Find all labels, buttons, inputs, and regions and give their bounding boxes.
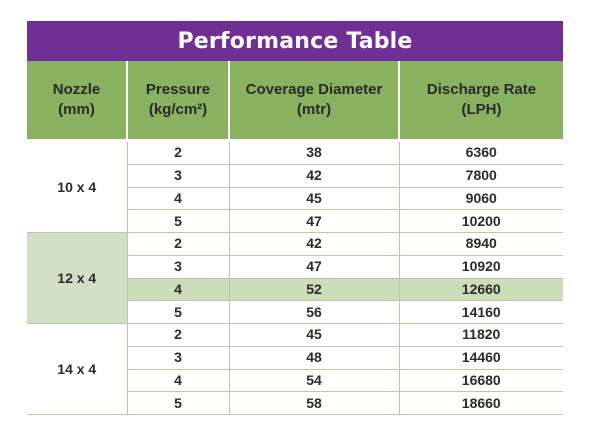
discharge-cell: 7800	[398, 164, 563, 188]
table-row: 3 47 10920	[27, 255, 563, 279]
coverage-cell: 38	[228, 140, 399, 165]
table-title: Performance Table	[27, 21, 563, 61]
table-row: 12 x 4 2 42 8940	[27, 232, 563, 324]
coverage-cell: 45	[228, 187, 399, 211]
pressure-cell: 5	[126, 391, 229, 415]
header-coverage: Coverage Diameter (mtr)	[228, 61, 399, 141]
table-row: 5 47 10200	[27, 209, 563, 233]
header-pressure: Pressure (kg/cm²)	[126, 61, 229, 141]
pressure-cell: 2	[126, 140, 229, 165]
header-discharge-label: Discharge Rate	[426, 81, 537, 98]
discharge-cell: 18660	[398, 391, 563, 415]
performance-table: Nozzle (mm) Pressure (kg/cm²) Coverage D…	[27, 61, 563, 415]
discharge-cell: 6360	[398, 140, 563, 165]
table-row: 4 45 9060	[27, 187, 563, 211]
coverage-cell: 45	[228, 323, 399, 347]
pressure-cell: 5	[126, 209, 229, 233]
pressure-cell: 4	[126, 187, 229, 211]
table-row: 3 42 7800	[27, 164, 563, 188]
header-row: Nozzle (mm) Pressure (kg/cm²) Coverage D…	[27, 61, 563, 141]
coverage-cell: 47	[228, 255, 399, 279]
nozzle-cell: 10 x 4	[27, 140, 127, 233]
table-row: 4 54 16680	[27, 369, 563, 393]
pressure-cell: 3	[126, 346, 229, 370]
header-pressure-label: Pressure	[145, 81, 211, 98]
coverage-cell: 48	[228, 346, 399, 370]
coverage-cell: 56	[228, 300, 399, 324]
coverage-cell: 42	[228, 164, 399, 188]
pressure-cell: 5	[126, 300, 229, 324]
table-row: 3 48 14460	[27, 346, 563, 370]
coverage-cell: 52	[228, 278, 399, 302]
header-nozzle: Nozzle (mm)	[27, 61, 127, 141]
header-coverage-unit: (mtr)	[296, 101, 332, 118]
table-row: 5 56 14160	[27, 300, 563, 324]
coverage-cell: 58	[228, 391, 399, 415]
nozzle-cell: 14 x 4	[27, 323, 127, 415]
discharge-cell: 14160	[398, 300, 563, 324]
performance-table-container: Performance Table Nozzle (mm) Pressure (…	[27, 21, 563, 415]
header-nozzle-unit: (mm)	[58, 101, 95, 118]
pressure-cell: 2	[126, 323, 229, 347]
table-row: 10 x 4 2 38 6360	[27, 140, 563, 233]
discharge-cell: 14460	[398, 346, 563, 370]
header-nozzle-label: Nozzle	[52, 81, 101, 98]
table-body: 10 x 4 2 38 6360 3 42 7800 4 45 9060 5 4…	[27, 140, 563, 415]
coverage-cell: 54	[228, 369, 399, 393]
discharge-cell: 10920	[398, 255, 563, 279]
discharge-cell: 12660	[398, 278, 563, 302]
discharge-cell: 16680	[398, 369, 563, 393]
coverage-cell: 42	[228, 232, 399, 256]
pressure-cell: 3	[126, 164, 229, 188]
discharge-cell: 8940	[398, 232, 563, 256]
discharge-cell: 9060	[398, 187, 563, 211]
pressure-cell: 2	[126, 232, 229, 256]
header-coverage-label: Coverage Diameter	[245, 81, 383, 98]
header-pressure-unit: (kg/cm²)	[148, 101, 208, 118]
coverage-cell: 47	[228, 209, 399, 233]
nozzle-cell: 12 x 4	[27, 232, 127, 324]
table-row-highlighted: 4 52 12660	[27, 278, 563, 302]
pressure-cell: 3	[126, 255, 229, 279]
table-row: 5 58 18660	[27, 391, 563, 415]
pressure-cell: 4	[126, 278, 229, 302]
table-row: 14 x 4 2 45 11820	[27, 323, 563, 415]
discharge-cell: 10200	[398, 209, 563, 233]
header-discharge-unit: (LPH)	[461, 101, 502, 118]
header-discharge: Discharge Rate (LPH)	[398, 61, 563, 141]
pressure-cell: 4	[126, 369, 229, 393]
discharge-cell: 11820	[398, 323, 563, 347]
